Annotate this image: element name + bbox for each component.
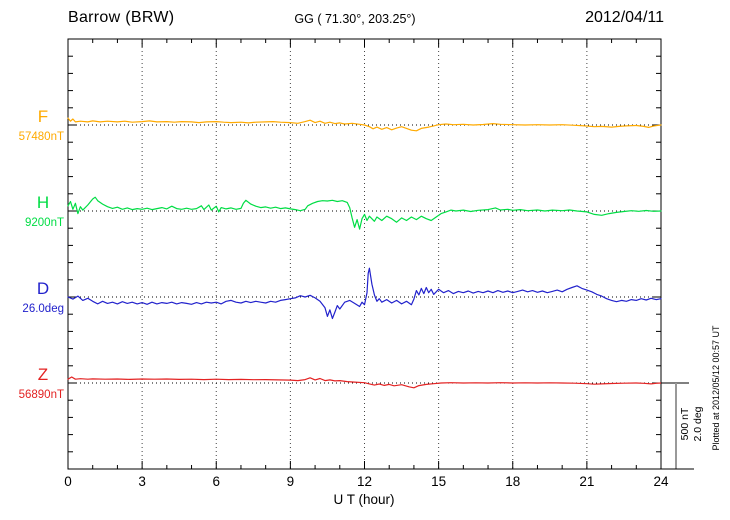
- x-tick-label: 24: [653, 474, 669, 489]
- x-tick-label: 3: [138, 474, 146, 489]
- x-tick-label: 15: [431, 474, 447, 489]
- x-axis-tick-labels: 0 3 6 9 12 15 18 21 24: [0, 474, 730, 490]
- channel-baseline-d: 26.0deg: [22, 303, 64, 315]
- trace-Z: [67, 376, 662, 389]
- plot-date: 2012/04/11: [585, 9, 664, 26]
- station-title: Barrow (BRW): [68, 9, 175, 26]
- trace-F: [67, 117, 662, 132]
- x-tick-label: 18: [505, 474, 521, 489]
- channel-label-h: H: [36, 193, 50, 212]
- scale-bar-label: 500 nT 2.0 deg: [679, 406, 705, 441]
- x-tick-label: 0: [64, 474, 72, 489]
- channel-label-d: D: [36, 279, 50, 298]
- trace-D: [67, 267, 662, 320]
- channel-baseline-z: 56890nT: [18, 389, 64, 401]
- x-tick-label: 21: [579, 474, 595, 489]
- x-tick-label: 12: [356, 474, 373, 489]
- channel-label-z: Z: [37, 365, 49, 384]
- scale-deg-label: 2.0 deg: [692, 406, 704, 442]
- x-axis-title: U T (hour): [333, 492, 395, 507]
- channel-baseline-h: 9200nT: [24, 217, 64, 229]
- channel-baseline-f: 57480nT: [18, 131, 64, 143]
- plotted-at-footnote: Plotted at 2012/05/12 00:57 UT: [711, 325, 721, 451]
- x-tick-label: 6: [212, 474, 221, 489]
- scale-nt-label: 500 nT: [678, 407, 691, 441]
- channel-label-f: F: [37, 107, 49, 126]
- x-tick-label: 9: [286, 474, 295, 489]
- trace-H: [67, 196, 662, 230]
- geographic-coordinates: GG ( 71.30°, 203.25°): [294, 12, 416, 26]
